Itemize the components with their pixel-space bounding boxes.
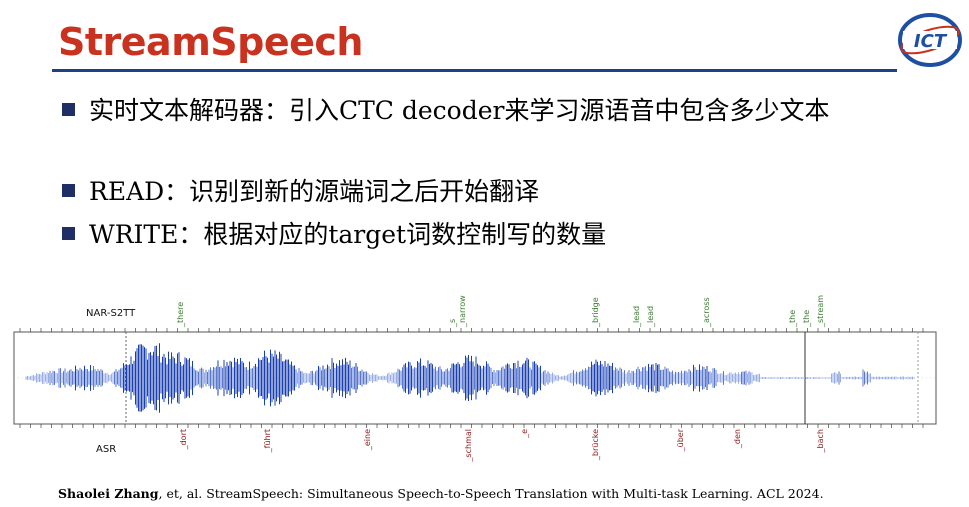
bullet-square-icon bbox=[62, 226, 75, 240]
top-word-labels: _there _s _narrow _bridge _lead _lead _across _… bbox=[176, 295, 825, 328]
bottom-tick-axis bbox=[19, 424, 924, 428]
top-word-label: _s bbox=[448, 319, 457, 328]
bottom-word-label: _e bbox=[520, 429, 529, 439]
top-tick-axis bbox=[19, 328, 924, 332]
bullet-square-icon bbox=[62, 102, 75, 116]
bottom-word-label: _dort bbox=[179, 429, 188, 450]
top-word-label: _the bbox=[788, 310, 797, 328]
bottom-word-label: _führt bbox=[263, 429, 272, 453]
logo-text: ICT bbox=[914, 31, 948, 52]
title-underline bbox=[52, 69, 897, 72]
top-word-label: _across bbox=[702, 297, 711, 328]
bottom-word-label: _bach bbox=[816, 429, 825, 453]
top-label: NAR-S2TT bbox=[86, 308, 136, 319]
top-word-label: _the bbox=[802, 310, 811, 328]
top-word-label: _there bbox=[176, 302, 185, 328]
alignment-figure: NAR-S2TT ASR _there _s _narrow _bridge _lead… bbox=[13, 295, 937, 463]
waveform bbox=[25, 343, 915, 413]
bullet-item: READ：识别到新的源端词之后开始翻译 bbox=[62, 172, 539, 208]
top-word-label: _bridge bbox=[591, 297, 600, 328]
ict-logo-icon: ICT bbox=[898, 13, 962, 67]
bullet-text: WRITE：根据对应的target词数控制写的数量 bbox=[89, 220, 607, 249]
bullet-text: READ：识别到新的源端词之后开始翻译 bbox=[89, 177, 540, 206]
bottom-word-label: _schmal bbox=[464, 429, 473, 463]
top-word-label: _lead bbox=[632, 306, 641, 328]
bullet-square-icon bbox=[62, 183, 75, 197]
bottom-word-label: _den bbox=[733, 429, 742, 449]
bottom-label: ASR bbox=[96, 444, 116, 455]
bottom-word-label: _brücke bbox=[591, 429, 600, 461]
citation: Shaolei Zhang, et, al. StreamSpeech: Sim… bbox=[58, 486, 824, 501]
bottom-word-label: _über bbox=[676, 428, 685, 452]
bottom-word-labels: _dort _führt _eine _schmal _e _brücke _über _de… bbox=[179, 428, 825, 462]
bullet-text: 实时文本解码器：引入CTC decoder来学习源语音中包含多少文本 bbox=[89, 96, 830, 125]
bullet-item: WRITE：根据对应的target词数控制写的数量 bbox=[62, 215, 606, 251]
top-word-label: _stream bbox=[816, 295, 825, 328]
bullet-item: 实时文本解码器：引入CTC decoder来学习源语音中包含多少文本 bbox=[62, 91, 829, 127]
bottom-word-label: _eine bbox=[363, 429, 372, 451]
citation-rest: , et, al. StreamSpeech: Simultaneous Spe… bbox=[158, 486, 824, 501]
citation-authors: Shaolei Zhang bbox=[58, 486, 159, 501]
slide-title: StreamSpeech bbox=[58, 20, 363, 64]
top-word-label: _lead bbox=[646, 306, 655, 328]
top-word-label: _narrow bbox=[458, 295, 467, 328]
